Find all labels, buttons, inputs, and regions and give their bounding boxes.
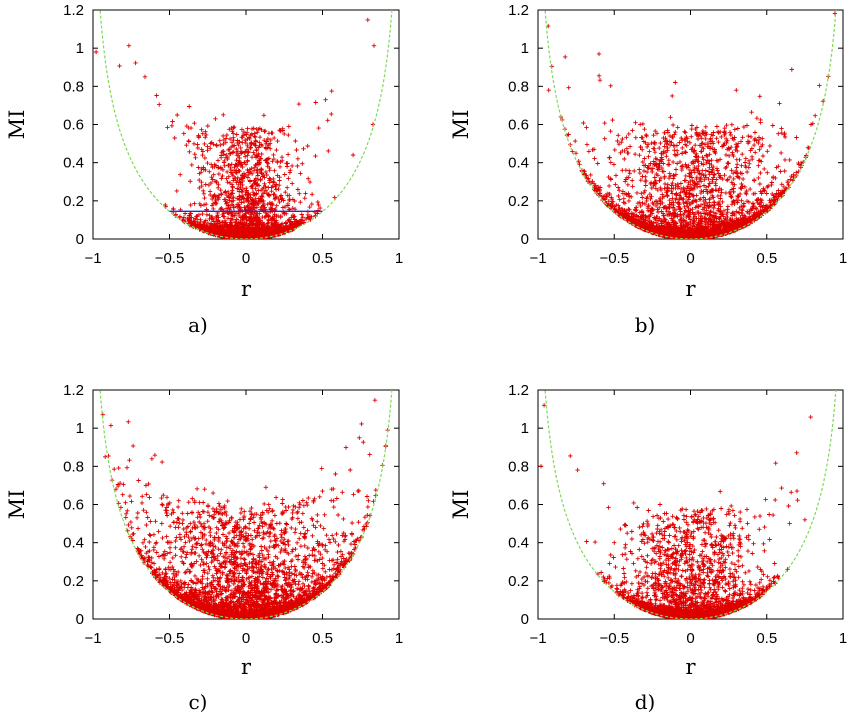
x-axis-title: r xyxy=(241,277,252,301)
x-tick-label: −0.5 xyxy=(155,630,185,647)
y-tick-label: 1.2 xyxy=(63,382,84,399)
y-axis-title: MI xyxy=(5,490,29,520)
y-tick-label: 0.2 xyxy=(63,193,84,210)
plot-area xyxy=(93,10,393,239)
x-tick-label: 0.5 xyxy=(756,250,777,267)
y-tick-label: 0.6 xyxy=(508,497,529,514)
plot-area xyxy=(544,10,838,239)
x-tick-label: 1 xyxy=(839,630,847,647)
plot-frame xyxy=(92,9,400,240)
x-tick-label: 0.5 xyxy=(312,630,333,647)
x-tick-label: −1 xyxy=(529,630,546,647)
y-tick-label: 0.6 xyxy=(63,117,84,134)
bound-curve xyxy=(544,390,837,619)
bound-curve xyxy=(99,10,393,239)
x-tick-label: −0.5 xyxy=(155,250,185,267)
x-tick-label: 0 xyxy=(686,250,694,267)
y-tick-label: 1 xyxy=(521,40,529,57)
y-axis-title: MI xyxy=(5,110,29,140)
x-tick-label: −1 xyxy=(529,250,546,267)
x-tick-label: 1 xyxy=(395,630,403,647)
x-tick-label: −1 xyxy=(84,630,101,647)
y-tick-label: 0.2 xyxy=(508,193,529,210)
y-tick-label: 0.2 xyxy=(63,573,84,590)
x-tick-label: −0.5 xyxy=(599,630,629,647)
scatter-points xyxy=(100,398,390,619)
y-axis-title: MI xyxy=(449,110,473,140)
scatter-points xyxy=(93,17,377,239)
x-tick-label: 1 xyxy=(395,250,403,267)
y-tick-label: 1.2 xyxy=(508,382,529,399)
y-tick-label: 0.8 xyxy=(508,458,529,475)
x-tick-label: −0.5 xyxy=(599,250,629,267)
panel-caption: c) xyxy=(188,690,207,714)
y-tick-label: 0.8 xyxy=(63,78,84,95)
panel-caption: d) xyxy=(635,690,656,714)
x-tick-label: 0 xyxy=(686,630,694,647)
x-tick-label: 0.5 xyxy=(312,250,333,267)
y-tick-label: 0 xyxy=(521,231,529,248)
x-axis-title: r xyxy=(241,655,252,679)
x-axis-title: r xyxy=(685,655,696,679)
y-tick-label: 1.2 xyxy=(63,2,84,19)
y-tick-label: 1 xyxy=(76,420,84,437)
plot-area xyxy=(538,390,837,619)
y-tick-label: 0.4 xyxy=(508,155,529,172)
panel-caption: b) xyxy=(635,313,656,337)
y-tick-label: 0.4 xyxy=(63,155,84,172)
bound-curve xyxy=(544,10,837,239)
x-tick-label: 0 xyxy=(242,250,250,267)
y-tick-label: 1.2 xyxy=(508,2,529,19)
plot-area xyxy=(99,390,393,619)
y-tick-label: 0 xyxy=(76,231,84,248)
panel-a: −1 −0.5 0 0.5 1 0 0.2 0.4 0.6 0.8 1 1.2 r MI a) xyxy=(5,2,403,337)
x-tick-label: 0 xyxy=(242,630,250,647)
y-tick-label: 1 xyxy=(521,420,529,437)
y-tick-label: 1 xyxy=(76,40,84,57)
x-tick-label: 1 xyxy=(839,250,847,267)
scatter-points xyxy=(546,11,838,239)
plot-frame xyxy=(537,389,844,620)
panel-c: −1 −0.5 0 0.5 1 0 0.2 0.4 0.6 0.8 1 1.2 r MI c) xyxy=(5,382,403,714)
y-tick-label: 0 xyxy=(76,611,84,628)
panel-d: −1 −0.5 0 0.5 1 0 0.2 0.4 0.6 0.8 1 1.2 r MI d) xyxy=(449,382,847,714)
y-tick-label: 0 xyxy=(521,611,529,628)
y-tick-label: 0.4 xyxy=(63,535,84,552)
scatter-points xyxy=(538,403,813,619)
y-tick-label: 0.4 xyxy=(508,535,529,552)
panel-caption: a) xyxy=(188,313,208,337)
panel-b: −1 −0.5 0 0.5 1 0 0.2 0.4 0.6 0.8 1 1.2 r MI b) xyxy=(449,2,847,337)
x-tick-label: 0.5 xyxy=(756,630,777,647)
x-tick-label: −1 xyxy=(84,250,101,267)
bound-curve xyxy=(99,390,393,619)
y-axis-title: MI xyxy=(449,490,473,520)
y-tick-label: 0.2 xyxy=(508,573,529,590)
x-axis-title: r xyxy=(685,277,696,301)
y-tick-label: 0.6 xyxy=(508,117,529,134)
y-tick-label: 0.8 xyxy=(508,78,529,95)
y-tick-label: 0.8 xyxy=(63,458,84,475)
y-tick-label: 0.6 xyxy=(63,497,84,514)
